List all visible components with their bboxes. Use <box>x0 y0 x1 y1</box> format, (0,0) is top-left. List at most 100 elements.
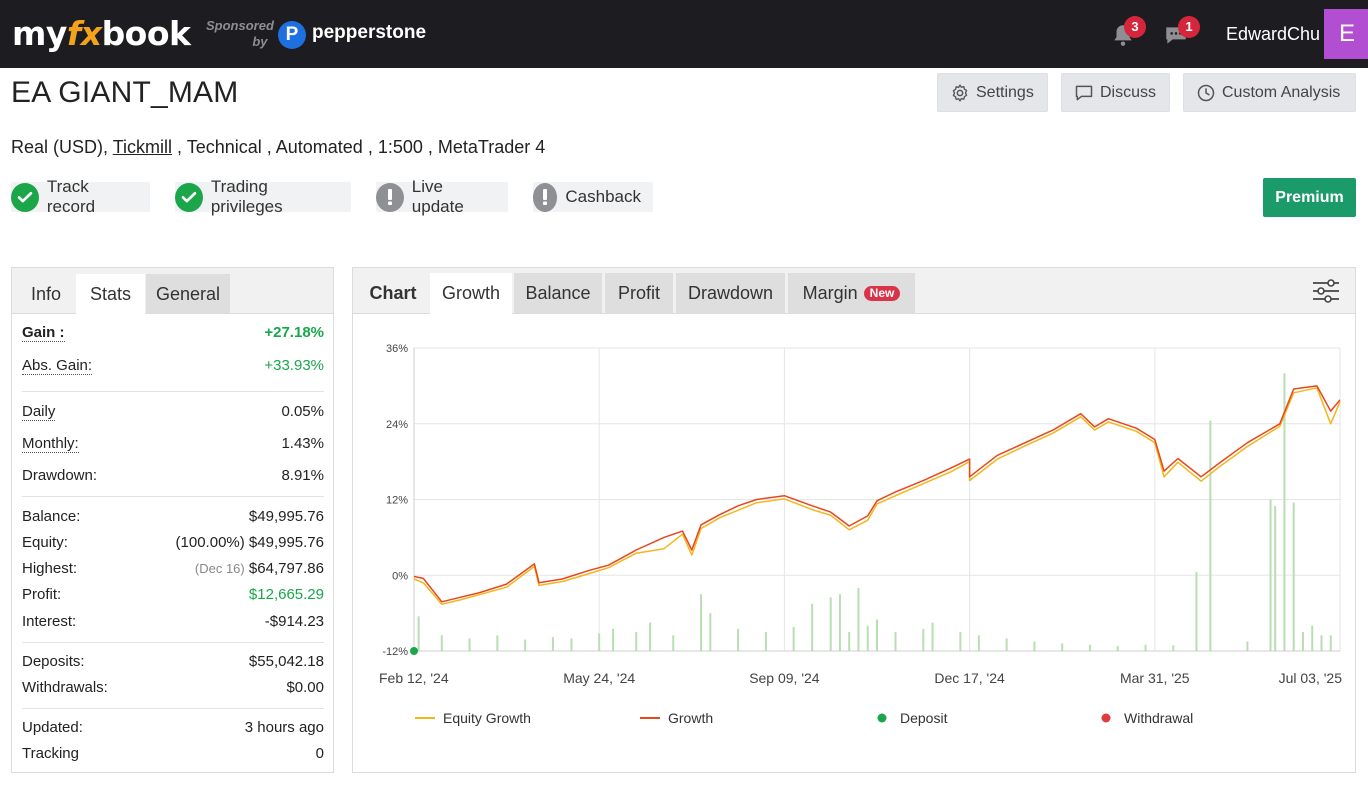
stat-interest-label: Interest: <box>22 613 77 630</box>
gear-icon <box>952 83 968 102</box>
messages-count-badge: 1 <box>1178 16 1200 38</box>
top-navbar: myfxbook Sponsored by P pepperstone 3 1 … <box>0 0 1368 68</box>
legend-label: Growth <box>668 710 713 726</box>
stat-deposits-value: $55,042.18 <box>248 653 324 670</box>
stat-highest-label: Highest: <box>22 560 78 577</box>
tab-drawdown[interactable]: Drawdown <box>676 273 785 314</box>
settings-button-label: Settings <box>976 84 1034 101</box>
stat-withdrawals-label: Withdrawals: <box>22 679 108 696</box>
stat-drawdown-label: Drawdown: <box>22 467 98 484</box>
stat-equity-label: Equity: <box>22 534 68 551</box>
stat-monthly-label[interactable]: Monthly: <box>22 435 79 453</box>
stats-panel-tabs: Info Stats General <box>12 268 333 314</box>
discuss-button[interactable]: Discuss <box>1061 73 1170 112</box>
stat-highest-value: $64,797.86 <box>248 560 324 577</box>
x-tick-label: Dec 17, '24 <box>934 670 1005 686</box>
stat-withdrawals: Withdrawals: $0.00 <box>22 679 324 696</box>
stat-tracking-value: 0 <box>315 745 324 762</box>
stat-gain-label[interactable]: Gain : <box>22 324 65 342</box>
stat-balance-value: $49,995.76 <box>248 508 324 525</box>
feature-label: Track record <box>46 177 96 216</box>
chart-tabs: Chart Growth Balance Profit Drawdown Mar… <box>353 268 1355 314</box>
stat-daily-label[interactable]: Daily <box>22 403 56 421</box>
divider <box>22 642 324 643</box>
stat-abs-gain: Abs. Gain: +33.93% <box>22 357 324 375</box>
tab-general[interactable]: General <box>146 274 230 314</box>
stats-panel: Info Stats General Gain : +27.18% Abs. G… <box>11 267 334 773</box>
clock-icon <box>1197 84 1215 101</box>
stat-gain: Gain : +27.18% <box>22 324 324 342</box>
stat-updated-value: 3 hours ago <box>244 719 324 736</box>
account-subline: Real (USD), Tickmill , Technical , Autom… <box>11 137 545 158</box>
x-tick-label: Mar 31, '25 <box>1120 670 1190 686</box>
premium-button[interactable]: Premium <box>1263 178 1356 217</box>
feature-cashback[interactable]: Cashback <box>533 182 653 212</box>
tab-info[interactable]: Info <box>30 284 62 304</box>
equity-growth-line <box>413 387 1341 606</box>
stat-monthly: Monthly: 1.43% <box>22 435 324 453</box>
stat-daily-value: 0.05% <box>281 403 324 420</box>
discuss-button-label: Discuss <box>1100 84 1157 101</box>
notifications-button[interactable]: 3 <box>1110 16 1146 53</box>
x-tick-label: May 24, '24 <box>563 670 635 686</box>
username[interactable]: EdwardChu <box>1226 24 1321 44</box>
stat-interest: Interest: -$914.23 <box>22 613 324 630</box>
y-tick-label: 0% <box>392 570 408 582</box>
custom-analysis-button-label: Custom Analysis <box>1222 84 1341 101</box>
stat-drawdown: Drawdown: 8.91% <box>22 467 324 484</box>
growth-line <box>413 385 1341 603</box>
tab-margin[interactable]: Margin New <box>788 273 915 314</box>
logo-part-book: book <box>101 14 191 53</box>
feature-trading-privileges[interactable]: Trading privileges <box>175 177 351 216</box>
feature-label: Live update <box>411 177 464 216</box>
exclamation-circle-icon <box>533 182 558 212</box>
y-tick-label: 24% <box>386 419 408 431</box>
deposit-point <box>410 647 418 655</box>
tab-balance[interactable]: Balance <box>514 273 602 314</box>
stat-equity: Equity: (100.00%) $49,995.76 <box>22 534 324 551</box>
sponsored-line: Sponsored <box>206 18 274 33</box>
notifications-count-badge: 3 <box>1124 16 1146 38</box>
divider <box>22 496 324 497</box>
stat-highest: Highest: (Dec 16) $64,797.86 <box>22 560 324 577</box>
chart-panel: Chart Growth Balance Profit Drawdown Mar… <box>352 267 1356 773</box>
stat-abs-gain-label[interactable]: Abs. Gain: <box>22 357 93 375</box>
broker-link[interactable]: Tickmill <box>112 137 173 157</box>
stat-updated: Updated: 3 hours ago <box>22 719 324 736</box>
legend-dot-marker <box>1101 713 1111 723</box>
pepperstone-name[interactable]: pepperstone <box>312 22 427 43</box>
stat-profit: Profit: $12,665.29 <box>22 586 324 603</box>
chart-tabs-label: Chart <box>369 283 417 303</box>
stat-withdrawals-value: $0.00 <box>286 679 324 696</box>
divider <box>22 391 324 392</box>
tab-stats[interactable]: Stats <box>76 274 145 314</box>
settings-button[interactable]: Settings <box>937 73 1048 112</box>
avatar[interactable]: E <box>1324 9 1368 59</box>
chart-filter-icon[interactable] <box>1311 278 1341 304</box>
custom-analysis-button[interactable]: Custom Analysis <box>1183 73 1356 112</box>
logo-part-fx: fx <box>66 14 102 53</box>
legend-label: Withdrawal <box>1124 710 1193 726</box>
feature-live-update[interactable]: Live update <box>376 177 508 216</box>
messages-button[interactable]: 1 <box>1162 16 1200 53</box>
page-title: EA GIANT_MAM <box>11 76 239 109</box>
y-tick-label: 36% <box>386 343 408 355</box>
tab-profit[interactable]: Profit <box>605 273 673 314</box>
account-type: Real (USD), <box>11 137 113 157</box>
feature-track-record[interactable]: Track record <box>11 177 150 216</box>
stat-highest-date: (Dec 16) <box>194 561 245 576</box>
legend-label: Equity Growth <box>443 710 531 726</box>
stat-deposits: Deposits: $55,042.18 <box>22 653 324 670</box>
divider <box>22 708 324 709</box>
growth-chart[interactable]: 36% 24% 12% 0% -12% Feb 12, '24 May 24, '24 Sep… <box>353 314 1355 772</box>
myfxbook-logo[interactable]: myfxbook <box>12 14 191 53</box>
check-circle-icon <box>11 182 39 212</box>
feature-label: Trading privileges <box>210 177 283 216</box>
tab-growth[interactable]: Growth <box>430 273 512 314</box>
stat-tracking: Tracking 0 <box>22 745 324 762</box>
y-tick-label: -12% <box>382 646 408 658</box>
tab-margin-label: Margin <box>802 283 858 303</box>
x-tick-label: Sep 09, '24 <box>749 670 820 686</box>
stat-profit-value: $12,665.29 <box>248 586 324 603</box>
pepperstone-logo-icon[interactable]: P <box>278 21 306 49</box>
